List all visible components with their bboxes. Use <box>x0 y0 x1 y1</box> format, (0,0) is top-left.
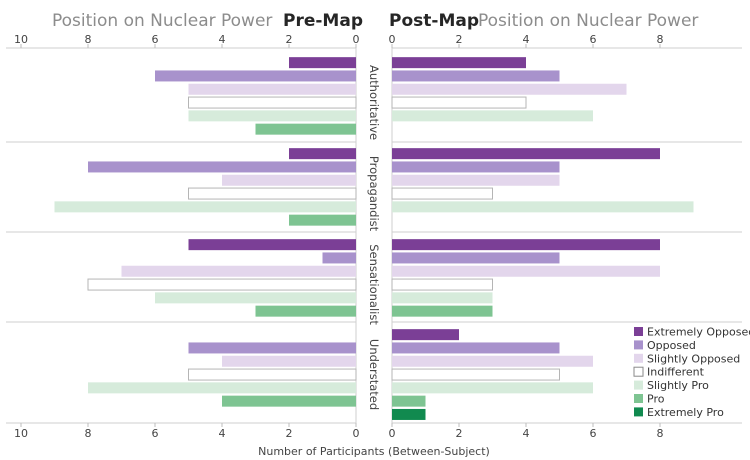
bar-pre-propagandist-extremely-opposed <box>289 148 356 160</box>
tick-label-bottom-right: 4 <box>523 427 530 440</box>
tick-label-bottom-right: 8 <box>657 427 664 440</box>
legend-label-opposed: Opposed <box>647 339 696 352</box>
bar-post-propagandist-indifferent <box>391 187 493 200</box>
legend-swatch-pro <box>634 394 643 403</box>
bar-pre-authoritative-slightly-pro <box>188 110 356 122</box>
bar-pre-propagandist-slightly-opposed <box>222 174 356 186</box>
tick-label-top-right: 4 <box>523 33 530 46</box>
title-right-bold: Post-Map <box>389 11 479 31</box>
tick-labels: 10 10 8 8 6 6 4 4 2 2 0 0 0 0 2 2 4 4 6 6 8 8 <box>14 33 664 440</box>
legend-label-indifferent: Indifferent <box>647 366 705 379</box>
bar-pre-understated-slightly-opposed <box>222 355 356 367</box>
tick-label-bottom-right: 6 <box>590 427 597 440</box>
tick-label-bottom-left: 2 <box>286 427 293 440</box>
legend-swatch-indifferent <box>633 366 644 377</box>
tick-label-bottom-left: 8 <box>85 427 92 440</box>
bar-pre-authoritative-slightly-opposed <box>188 83 356 95</box>
bar-pre-sensationalist-slightly-pro <box>155 292 356 304</box>
legend-label-extremely-opposed: Extremely Opposed <box>647 326 750 339</box>
group-label-understated: Understated <box>367 339 381 410</box>
bar-pre-sensationalist-extremely-opposed <box>188 239 356 251</box>
bar-post-propagandist-slightly-opposed <box>392 174 560 186</box>
bar-pre-understated-pro <box>222 395 356 407</box>
bar-post-authoritative-indifferent <box>391 96 527 109</box>
tick-label-top-left: 10 <box>14 33 28 46</box>
tick-label-bottom-left: 6 <box>152 427 159 440</box>
legend-label-slightly-opposed: Slightly Opposed <box>647 352 740 365</box>
bar-pre-authoritative-opposed <box>155 70 356 82</box>
bar-post-sensationalist-slightly-pro <box>392 292 493 304</box>
bar-post-understated-extremely-pro <box>392 408 426 420</box>
group-label-propagandist: Propagandist <box>367 156 381 232</box>
tick-label-bottom-left: 10 <box>14 427 28 440</box>
bar-pre-sensationalist-opposed <box>322 252 356 264</box>
tick-label-top-right: 6 <box>590 33 597 46</box>
group-label-sensationalist: Sensationalist <box>367 244 381 325</box>
legend-swatch-slightly-pro <box>634 380 643 390</box>
bar-post-sensationalist-indifferent <box>391 278 493 291</box>
tick-label-top-left: 8 <box>85 33 92 46</box>
legend-swatch-extremely-pro <box>634 407 643 417</box>
tick-label-top-left: 2 <box>286 33 293 46</box>
legend-swatch-extremely-opposed <box>634 327 643 336</box>
title-left-prefix: Position on Nuclear Power <box>52 11 272 31</box>
bar-post-understated-pro <box>392 395 426 407</box>
tick-label-top-right: 8 <box>657 33 664 46</box>
bar-pre-sensationalist-slightly-opposed <box>121 265 356 277</box>
legend-label-pro: Pro <box>647 393 665 406</box>
bar-pre-understated-indifferent <box>188 368 357 381</box>
bar-pre-propagandist-opposed <box>88 161 356 173</box>
bar-post-authoritative-slightly-pro <box>392 110 593 122</box>
bar-post-understated-slightly-pro <box>392 382 593 394</box>
bar-pre-propagandist-pro <box>289 214 356 226</box>
tick-label-top-right: 0 <box>389 33 396 46</box>
bar-post-propagandist-opposed <box>392 161 560 173</box>
bar-pre-sensationalist-indifferent <box>87 278 357 291</box>
bar-post-understated-extremely-opposed <box>392 329 459 341</box>
tick-label-top-left: 0 <box>353 33 360 46</box>
tick-label-bottom-left: 0 <box>353 427 360 440</box>
bars-layer <box>54 57 694 420</box>
bar-pre-propagandist-slightly-pro <box>54 201 356 213</box>
bar-pre-understated-slightly-pro <box>88 382 356 394</box>
bar-post-sensationalist-opposed <box>392 252 560 264</box>
bar-post-authoritative-opposed <box>392 70 560 82</box>
legend-label-slightly-pro: Slightly Pro <box>647 379 709 392</box>
bar-post-understated-slightly-opposed <box>392 355 593 367</box>
bar-post-understated-opposed <box>392 342 560 354</box>
bar-post-sensationalist-pro <box>392 305 493 317</box>
bar-pre-propagandist-indifferent <box>188 187 357 200</box>
chart-title: Position on Nuclear Power Pre-Map Post-M… <box>52 11 698 31</box>
legend-swatch-slightly-opposed <box>634 353 643 363</box>
bar-post-understated-indifferent <box>391 368 560 381</box>
bar-pre-authoritative-extremely-opposed <box>289 57 356 69</box>
bar-pre-authoritative-pro <box>255 123 356 135</box>
tick-label-bottom-left: 4 <box>219 427 226 440</box>
group-label-authoritative: Authoritative <box>367 65 381 140</box>
bar-post-sensationalist-slightly-opposed <box>392 265 660 277</box>
bar-pre-understated-opposed <box>188 342 356 354</box>
title-left-bold: Pre-Map <box>283 11 363 31</box>
title-right-suffix: Position on Nuclear Power <box>478 11 698 31</box>
tick-label-top-left: 6 <box>152 33 159 46</box>
bar-pre-authoritative-indifferent <box>188 96 357 109</box>
bar-post-propagandist-slightly-pro <box>392 201 694 213</box>
bar-pre-sensationalist-pro <box>255 305 356 317</box>
legend-swatch-opposed <box>634 340 643 350</box>
bar-post-authoritative-slightly-opposed <box>392 83 627 95</box>
tick-label-bottom-right: 0 <box>389 427 396 440</box>
group-labels: Authoritative Propagandist Sensationalist U… <box>367 65 381 410</box>
tick-label-bottom-right: 2 <box>456 427 463 440</box>
tick-label-top-right: 2 <box>456 33 463 46</box>
bar-post-authoritative-extremely-opposed <box>392 57 526 69</box>
x-axis-title: Number of Participants (Between-Subject) <box>258 445 490 458</box>
bar-post-sensationalist-extremely-opposed <box>392 239 660 251</box>
legend-label-extremely-pro: Extremely Pro <box>647 406 724 419</box>
tick-label-top-left: 4 <box>219 33 226 46</box>
bar-post-propagandist-extremely-opposed <box>392 148 660 160</box>
